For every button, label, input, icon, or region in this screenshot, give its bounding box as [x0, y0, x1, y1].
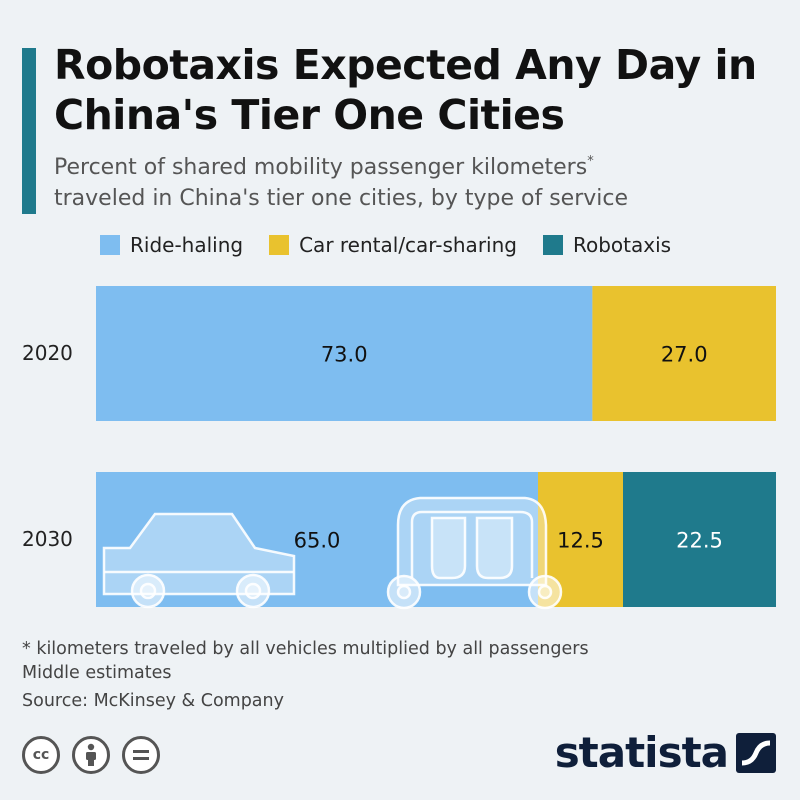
bar-2020-series-1 [592, 286, 776, 421]
car-icon [102, 512, 296, 609]
source-note: Source: McKinsey & Company [22, 691, 284, 711]
data-label-2030-series-0: 65.0 [294, 529, 341, 553]
nd-icon[interactable] [122, 736, 160, 774]
legend: Ride-haling Car rental/car-sharing Robot… [100, 230, 697, 260]
legend-swatch-ride-hailing [100, 235, 120, 255]
accent-bar [22, 48, 36, 214]
legend-swatch-robotaxis [542, 235, 563, 255]
robotaxi-icon [386, 496, 563, 610]
category-label-2020: 2020 [22, 341, 73, 365]
brand-name: statista [554, 728, 729, 777]
by-icon[interactable] [72, 736, 110, 774]
legend-label-robotaxis: Robotaxis [572, 233, 672, 257]
estimate-note: Middle estimates [22, 663, 172, 683]
subtitle-line-2: traveled in China's tier one cities, by … [54, 186, 628, 211]
cc-icon[interactable]: cc [22, 736, 60, 774]
legend-label-car-rental: Car rental/car-sharing [299, 233, 517, 257]
data-label-2020-series-0: 73.0 [321, 343, 368, 367]
data-label-group: 73.0 27.0 65.0 12.5 22.5 [294, 343, 723, 553]
data-label-2030-series-2: 22.5 [676, 529, 723, 553]
chart-title: Robotaxis Expected Any Day in China's Ti… [54, 41, 757, 139]
category-label-2030: 2030 [22, 527, 73, 551]
chart-subtitle: Percent of shared mobility passenger kil… [54, 152, 774, 214]
statista-logo-icon [736, 732, 776, 773]
bar-2030-series-2 [623, 472, 776, 607]
subtitle-footnote-mark: * [587, 154, 594, 169]
footnote: * kilometers traveled by all vehicles mu… [22, 639, 589, 659]
legend-item-robotaxis: Robotaxis [542, 233, 672, 257]
legend-label-ride-hailing: Ride-haling [130, 233, 244, 257]
brand-logo[interactable]: statista [555, 728, 776, 777]
data-label-2020-series-1: 27.0 [661, 343, 708, 367]
license-icons: cc [22, 736, 160, 774]
subtitle-line-1: Percent of shared mobility passenger kil… [54, 155, 588, 180]
legend-item-car-rental: Car rental/car-sharing [269, 233, 517, 257]
legend-swatch-car-rental [269, 235, 290, 255]
bar-2020-series-0 [96, 286, 593, 421]
legend-item-ride-hailing: Ride-haling [100, 233, 243, 257]
data-label-2030-series-1: 12.5 [557, 529, 604, 553]
bar-group [96, 286, 776, 607]
vehicle-illustrations [102, 496, 563, 610]
